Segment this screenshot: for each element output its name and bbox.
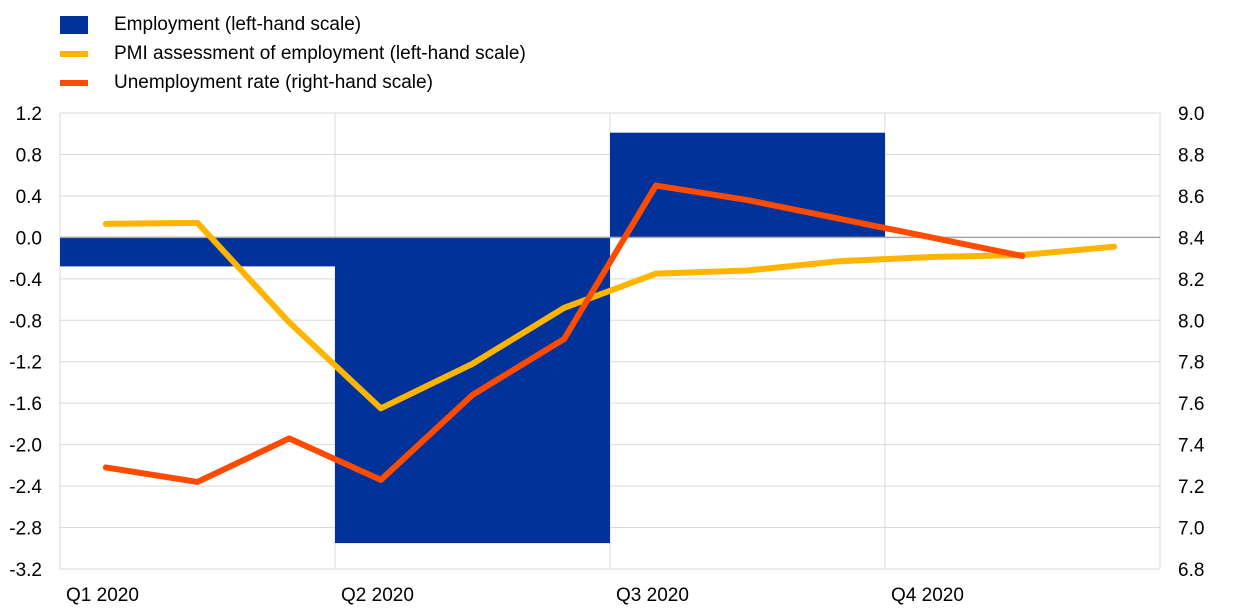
right-axis-tick-label: 7.4: [1178, 436, 1205, 457]
left-axis-tick-label: -3.2: [9, 560, 42, 581]
left-axis-tick-label: -2.8: [9, 519, 42, 540]
right-axis-tick-label: 6.8: [1178, 560, 1204, 581]
left-axis-tick-label: 0.8: [16, 145, 42, 166]
legend-item-pmi: PMI assessment of employment (left-hand …: [60, 39, 526, 68]
right-axis-tick-label: 8.8: [1178, 145, 1204, 166]
legend-swatch-pmi: [60, 50, 88, 57]
legend-label-unemployment: Unemployment rate (right-hand scale): [114, 71, 433, 93]
right-axis-tick-label: 7.6: [1178, 394, 1204, 415]
right-axis-tick-label: 8.4: [1178, 228, 1205, 249]
left-axis-tick-label: 0.4: [16, 187, 43, 208]
legend-label-pmi: PMI assessment of employment (left-hand …: [114, 42, 526, 64]
right-axis-tick-label: 9.0: [1178, 104, 1204, 125]
x-axis-category-label: Q1 2020: [66, 585, 139, 606]
legend-swatch-unemployment: [60, 79, 88, 86]
right-axis-tick-label: 7.0: [1178, 519, 1204, 540]
right-axis-tick-label: 8.0: [1178, 311, 1204, 332]
legend-label-employment: Employment (left-hand scale): [114, 13, 362, 35]
line-pmi: [102, 219, 1118, 412]
legend-item-employment: Employment (left-hand scale): [60, 10, 526, 39]
chart-legend: Employment (left-hand scale) PMI assessm…: [60, 10, 526, 97]
right-axis-tick-label: 8.6: [1178, 187, 1204, 208]
left-axis-tick-label: -1.2: [9, 353, 42, 374]
right-axis-tick-label: 8.2: [1178, 270, 1204, 291]
left-axis-tick-label: -1.6: [9, 394, 42, 415]
x-axis-category-label: Q2 2020: [341, 585, 414, 606]
left-axis-tick-label: -2.4: [9, 477, 42, 498]
left-axis-tick-label: 1.2: [16, 104, 42, 125]
right-axis-tick-label: 7.8: [1178, 353, 1204, 374]
x-axis-category-label: Q4 2020: [891, 585, 964, 606]
left-axis-tick-label: 0.0: [16, 228, 42, 249]
bar-employment: [60, 237, 335, 267]
right-axis-tick-label: 7.2: [1178, 477, 1204, 498]
left-axis-tick-label: -2.0: [9, 436, 42, 457]
left-axis-tick-label: -0.8: [9, 311, 42, 332]
legend-swatch-employment: [60, 15, 88, 34]
x-axis-category-label: Q3 2020: [616, 585, 689, 606]
bar-employment: [335, 237, 610, 544]
left-axis-tick-label: -0.4: [9, 270, 42, 291]
legend-item-unemployment: Unemployment rate (right-hand scale): [60, 68, 526, 97]
